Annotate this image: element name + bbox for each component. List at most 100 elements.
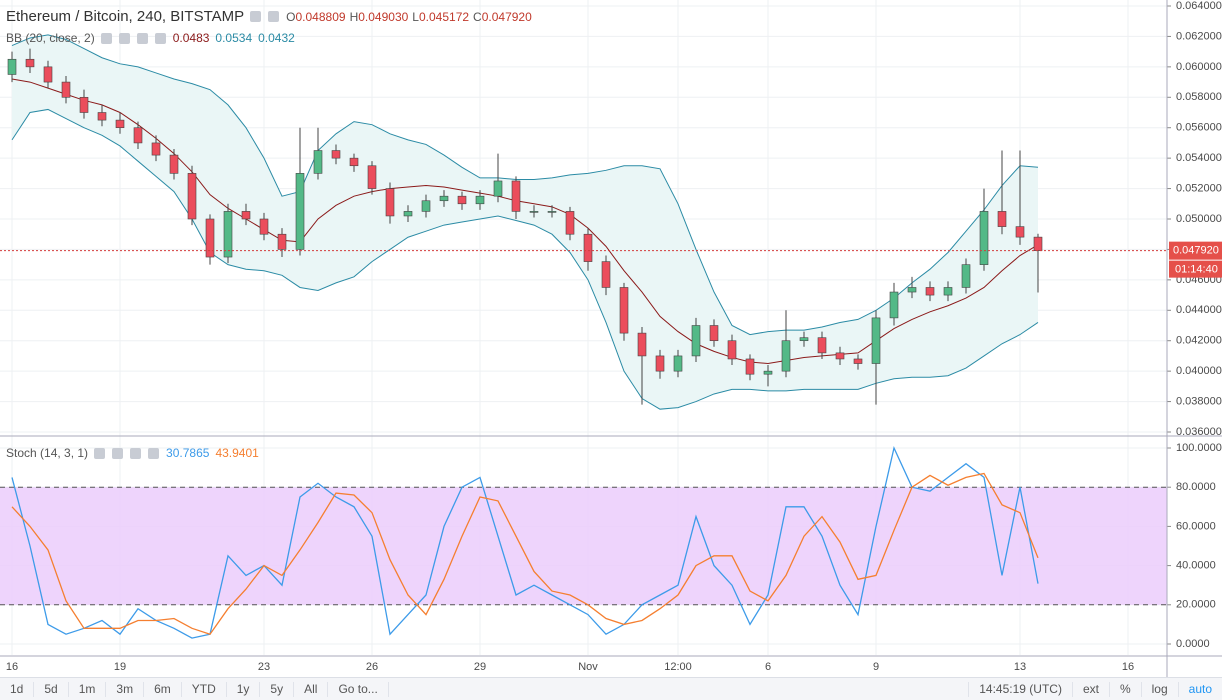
icon[interactable] <box>94 447 106 459</box>
range-button[interactable]: 5y <box>260 682 295 697</box>
header-legend: Ethereum / Bitcoin, 240, BITSTAMP O0.048… <box>6 8 536 25</box>
bb-upper <box>11 34 1039 336</box>
candle-body <box>961 264 971 288</box>
countdown-label: 01:14:40 <box>1175 264 1218 276</box>
candle-body <box>115 119 125 129</box>
icon[interactable] <box>100 32 112 44</box>
candle-body <box>205 218 215 258</box>
icon[interactable] <box>154 32 166 44</box>
candle-body <box>313 150 323 174</box>
candle-body <box>691 325 701 357</box>
toolbar-option[interactable]: auto <box>1177 682 1222 697</box>
ohlc-key: C <box>473 9 482 24</box>
range-button[interactable]: 5d <box>34 682 69 697</box>
range-button[interactable]: 6m <box>144 682 182 697</box>
symbol-title[interactable]: Ethereum / Bitcoin, 240, BITSTAMP <box>6 8 245 25</box>
candle-body <box>655 355 665 372</box>
last-price-label: 0.047920 <box>1173 245 1219 257</box>
toolbar-option[interactable]: ext <box>1071 682 1109 697</box>
candle-body <box>259 218 269 235</box>
y-tick-label: 60.0000 <box>1176 520 1216 532</box>
candle-body <box>43 66 53 83</box>
candle-body <box>385 188 395 217</box>
stoch-line <box>11 445 1039 639</box>
y-tick-label: 40.0000 <box>1176 560 1216 572</box>
x-tick-label: 16 <box>1122 661 1134 673</box>
stoch-band <box>0 487 1167 605</box>
bb-upper-value: 0.0534 <box>215 31 253 45</box>
y-tick-label: 0.050000 <box>1176 213 1222 225</box>
candle-body <box>457 195 467 205</box>
range-button[interactable]: 1y <box>227 682 261 697</box>
range-button[interactable]: All <box>294 682 329 697</box>
stoch-label[interactable]: Stoch (14, 3, 1) <box>6 446 89 460</box>
ohlc-value: 0.049030 <box>358 9 409 24</box>
countdown-box <box>1169 260 1222 278</box>
candle-body <box>25 58 35 68</box>
bb-lower-value: 0.0432 <box>258 31 295 45</box>
candle-body <box>1015 226 1025 238</box>
candle-body <box>871 317 881 364</box>
candle-body <box>97 112 107 121</box>
icon[interactable] <box>148 447 160 459</box>
chart: 16 19 23 26 29 Nov 12:00 6 9 13 16 0.036000 0.038000… <box>0 0 1222 677</box>
stoch-d-value: 43.9401 <box>215 446 259 460</box>
candle-body <box>439 195 449 202</box>
clock: 14:45:19 (UTC) <box>968 682 1072 697</box>
icon[interactable] <box>136 32 148 44</box>
y-tick-label: 0.060000 <box>1176 61 1222 73</box>
candle-body <box>799 337 809 342</box>
y-tick-label: 0.052000 <box>1176 182 1222 194</box>
toolbar-option[interactable]: log <box>1140 682 1178 697</box>
range-buttons: 1d 5d 1m 3m 6m YTD 1y 5y All <box>0 682 329 697</box>
candle-body <box>331 150 341 159</box>
candle-body <box>475 195 485 205</box>
x-tick-label: 19 <box>114 661 126 673</box>
x-tick-label: 16 <box>6 661 18 673</box>
range-button[interactable]: 1m <box>69 682 107 697</box>
icon[interactable] <box>268 11 280 22</box>
ohlc-key: L <box>412 9 419 24</box>
ohlc-value: 0.045172 <box>418 9 470 24</box>
candle-body <box>727 340 737 360</box>
icon[interactable] <box>118 32 130 44</box>
candle-body <box>601 261 611 288</box>
ohlc-legend: O0.048809 H0.049030 L0.045172 C0.047920 <box>286 10 536 24</box>
x-tick-label: 6 <box>765 661 771 673</box>
y-tick-label: 0.036000 <box>1176 426 1222 438</box>
candle-body <box>421 200 431 212</box>
candle-body <box>925 287 935 296</box>
candle-body <box>835 352 845 360</box>
candle-body <box>367 165 377 189</box>
candle-body <box>763 370 773 375</box>
icon[interactable] <box>250 11 262 22</box>
candle-body <box>547 211 557 213</box>
x-tick-label: 13 <box>1014 661 1026 673</box>
ohlc-value: 0.047920 <box>481 9 532 24</box>
x-tick-label: 9 <box>873 661 879 673</box>
candle-body <box>583 233 593 262</box>
y-tick-label: 0.038000 <box>1176 395 1222 407</box>
bb-label[interactable]: BB (20, close, 2) <box>6 31 95 45</box>
range-button[interactable]: 3m <box>106 682 145 697</box>
y-tick-label: 20.0000 <box>1176 599 1216 611</box>
toolbar-right: 14:45:19 (UTC) ext% log auto <box>968 682 1222 697</box>
candle-body <box>889 291 899 319</box>
candle-body <box>781 340 791 372</box>
ohlc-key: O <box>286 9 296 24</box>
y-tick-label: 80.0000 <box>1176 481 1216 493</box>
icon[interactable] <box>112 447 124 459</box>
range-button[interactable]: YTD <box>182 682 227 697</box>
toolbar-option[interactable]: % <box>1108 682 1141 697</box>
goto-button[interactable]: Go to... <box>328 682 389 697</box>
bb-lower <box>11 108 1039 410</box>
candle-body <box>853 358 863 364</box>
icon[interactable] <box>130 447 142 459</box>
candle-body <box>979 211 989 265</box>
x-tick-label: 23 <box>258 661 270 673</box>
candle-body <box>943 287 953 296</box>
candle-body <box>619 287 629 334</box>
range-button[interactable]: 1d <box>0 682 35 697</box>
bb-basis <box>11 78 1039 365</box>
candle-body <box>673 355 683 372</box>
